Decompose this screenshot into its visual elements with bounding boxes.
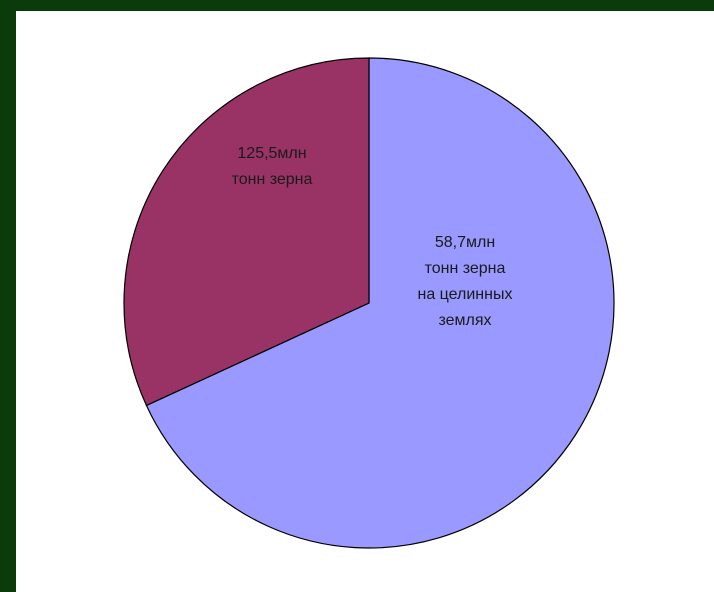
pie-slices (123, 57, 615, 549)
slice-label-125-5: 125,5млн тонн зерна (232, 145, 313, 188)
slice-label-line: тонн зерна (232, 171, 313, 188)
slice-label-line: 125,5млн (237, 145, 306, 162)
pie-slice-125-5 (123, 57, 370, 407)
slice-label-line: тонн зерна (425, 260, 506, 277)
slice-label-line: 58,7млн (435, 234, 495, 251)
pie-slice-58-7 (145, 57, 615, 549)
slice-label-line: землях (438, 312, 491, 329)
pie-labels: 125,5млн тонн зерна 58,7млн тонн зерна на це… (232, 145, 513, 329)
slice-label-line: на целинных (418, 286, 513, 303)
slice-label-58-7: 58,7млн тонн зерна на целинных землях (418, 234, 513, 329)
